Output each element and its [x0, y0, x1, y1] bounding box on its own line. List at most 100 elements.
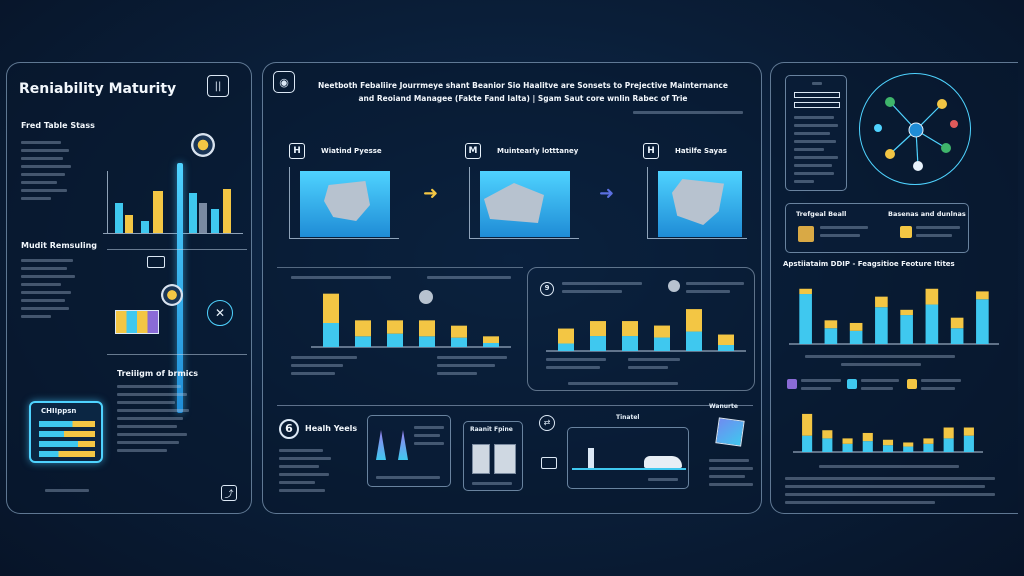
device-card[interactable]: Raanit Fpine: [463, 421, 523, 491]
bar-segment: [862, 441, 873, 452]
analysis-card-right: 9: [527, 267, 755, 391]
badge-title: CHIIppsn: [41, 407, 77, 415]
page-title-line-2: and Reoiand Managee (Fakte Fand Ialta) |…: [358, 94, 688, 103]
bar-segment: [875, 296, 888, 308]
bar-segment: [903, 446, 914, 452]
export-icon[interactable]: ⤴: [221, 485, 237, 501]
legend-icon-1: [787, 379, 797, 389]
gear-icon: [191, 133, 215, 157]
monitor-icon: [541, 457, 557, 469]
analysis-chart-1: [311, 293, 511, 348]
step-label-2: Muintearly lotttaney: [497, 147, 579, 155]
analysis-card-left: [277, 267, 523, 391]
legend-icon-2: [847, 379, 857, 389]
features-card: Trefgeal Beall Basenas and dunlnas: [785, 203, 969, 253]
arrow-icon: ➜: [423, 183, 439, 204]
bar-segment: [654, 337, 670, 351]
bar-segment: [943, 427, 954, 439]
bar-segment: [387, 333, 403, 347]
bar-segment: [355, 320, 371, 337]
bar-segment: [622, 321, 638, 337]
transport-card[interactable]: Tinatel: [567, 414, 689, 489]
arrow-icon: ➜: [599, 183, 615, 204]
bar-segment: [976, 299, 989, 344]
bar-segment: [419, 336, 435, 347]
bar-segment: [875, 307, 888, 344]
bar-segment: [686, 309, 702, 332]
legend-icon-3: [907, 379, 917, 389]
status-badge[interactable]: CHIIppsn: [29, 401, 103, 463]
header-icon[interactable]: ◉: [273, 71, 295, 93]
page-title-line-1: Neetboth Febaliire Jourrmeye shant Beani…: [318, 81, 728, 90]
device-card-label: Raanit Fpine: [470, 426, 513, 433]
bar-segment: [686, 331, 702, 351]
right-chart-title: Apstiiataim DDIP - Feagsitioe Feoture It…: [783, 260, 955, 268]
bar-segment: [802, 413, 813, 436]
section-heading-3: Treiiigm of brmics: [117, 369, 199, 378]
network-graph: [859, 73, 971, 185]
step-icon-1: H: [289, 143, 305, 159]
tools-icon: ✕: [207, 300, 233, 326]
bar-segment: [451, 325, 467, 338]
bar-segment: [882, 439, 894, 446]
feature-chart: [789, 288, 999, 345]
cube-card-label: Wanurte: [709, 403, 738, 410]
bar-segment: [900, 309, 913, 316]
filter-icon: [147, 256, 165, 268]
subcard-number: 9: [540, 282, 554, 296]
bar-segment: [849, 322, 863, 331]
bar-segment: [849, 330, 863, 344]
bar-segment: [943, 438, 954, 452]
bar-segment: [923, 443, 934, 452]
bar-segment: [822, 438, 833, 452]
bar-segment: [323, 323, 339, 347]
bar-segment: [963, 435, 974, 452]
transport-card-label: Tinatel: [616, 414, 640, 421]
bar-segment: [950, 328, 964, 344]
gear-icon: [668, 280, 680, 292]
bar-segment: [558, 343, 574, 351]
feature-a-label: Trefgeal Beall: [796, 210, 847, 218]
health-number: 6: [279, 419, 299, 439]
step-label-1: Wiatind Pyesse: [321, 147, 382, 155]
feature-b-label: Basenas and dunlnas: [888, 210, 966, 218]
bar-segment: [718, 345, 734, 351]
bar-segment: [925, 304, 939, 344]
box-icon: [798, 226, 814, 242]
panel-title: Reniability Maturity: [19, 81, 177, 97]
idea-icon: [419, 290, 433, 304]
bar-segment: [622, 336, 638, 351]
bar-segment: [558, 328, 574, 344]
main-panel: ◉ Neetboth Febaliire Jourrmeye shant Bea…: [262, 62, 762, 514]
bar-segment: [654, 325, 670, 338]
mini-chart-top: [103, 163, 243, 235]
bar-segment: [925, 288, 939, 305]
step-chart-2: [469, 167, 579, 239]
phone-card[interactable]: [785, 75, 847, 191]
bar-segment: [862, 432, 873, 442]
panel-menu-icon[interactable]: ||: [207, 75, 229, 97]
bar-segment: [323, 293, 339, 323]
gear-icon: [161, 284, 183, 306]
cube-card[interactable]: Wanurte: [703, 403, 759, 495]
bar-segment: [882, 445, 894, 452]
bar-segment: [923, 438, 934, 444]
card-icon: [900, 226, 912, 238]
connector-icon: ⇄: [539, 415, 555, 431]
step-icon-2: M: [465, 143, 481, 159]
bar-segment: [842, 443, 853, 452]
step-label-3: Hatilfe Sayas: [675, 147, 727, 155]
stats-card[interactable]: [367, 415, 451, 487]
bar-segment: [976, 291, 989, 300]
bar-segment: [419, 320, 435, 337]
step-chart-3: [647, 167, 747, 239]
bar-segment: [799, 294, 812, 344]
lower-feature-chart: [793, 413, 983, 453]
step-icon-3: H: [643, 143, 659, 159]
bar-segment: [387, 320, 403, 334]
section-heading-1: Fred Table Stass: [21, 121, 95, 130]
bar-segment: [590, 321, 606, 337]
left-panel: Reniability Maturity || Fred Table Stass…: [6, 62, 252, 514]
bar-segment: [903, 442, 914, 447]
analysis-chart-2: [546, 309, 746, 352]
